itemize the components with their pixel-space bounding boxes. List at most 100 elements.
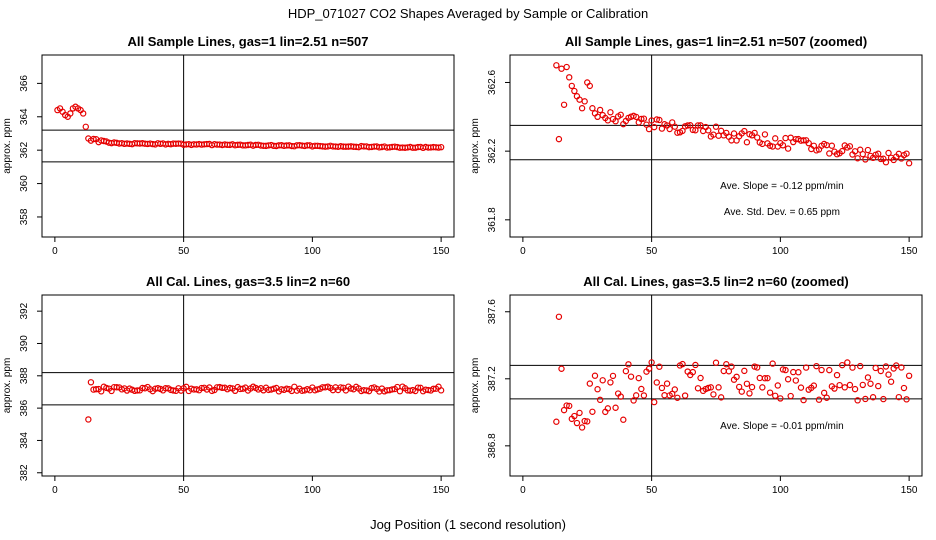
data-point	[134, 387, 141, 394]
data-point	[903, 396, 910, 403]
data-point	[756, 374, 763, 382]
data-point	[792, 377, 800, 384]
panel-annotation: Ave. Slope = -0.12 ppm/min	[720, 181, 844, 192]
panel-annotation: Ave. Slope = -0.01 ppm/min	[720, 421, 844, 432]
data-point	[170, 387, 177, 394]
data-point	[790, 368, 797, 376]
data-point	[679, 127, 686, 135]
panel-1: All Sample Lines, gas=1 lin=2.51 n=507 0 5…	[2, 34, 455, 257]
data-point	[389, 386, 396, 393]
data-point	[795, 369, 802, 376]
data-point	[560, 406, 568, 414]
chart-panels: All Sample Lines, gas=1 lin=2.51 n=507 0 5…	[2, 34, 923, 496]
data-point	[735, 383, 743, 391]
data-point	[759, 384, 766, 391]
data-point	[754, 134, 761, 141]
data-point	[586, 82, 594, 90]
data-point	[437, 387, 445, 394]
data-point	[705, 127, 712, 134]
data-point	[620, 416, 627, 423]
panel-title: All Sample Lines, gas=1 lin=2.51 n=507	[128, 34, 369, 49]
data-point	[589, 105, 596, 112]
data-point	[748, 383, 756, 391]
data-point	[903, 150, 910, 157]
data-point	[774, 382, 782, 389]
data-point	[846, 381, 854, 389]
data-point	[584, 418, 591, 425]
data-point	[684, 122, 691, 129]
y-tick-label: 362	[19, 141, 30, 158]
data-point	[743, 139, 751, 146]
data-point	[838, 361, 846, 369]
data-point	[720, 367, 727, 375]
data-point	[79, 110, 87, 117]
data-point	[754, 364, 761, 371]
plot-frame	[41, 54, 455, 238]
data-point	[586, 380, 594, 387]
data-point	[833, 371, 841, 379]
data-point	[674, 394, 681, 401]
data-point	[630, 397, 637, 404]
data-point	[396, 388, 404, 395]
data-point	[741, 127, 748, 135]
data-point	[661, 392, 668, 399]
data-point	[741, 367, 748, 375]
data-point	[568, 82, 576, 90]
data-point	[846, 143, 854, 150]
data-point	[797, 384, 805, 391]
x-tick-label: 100	[304, 485, 321, 496]
data-point	[766, 389, 774, 396]
data-point	[625, 361, 632, 368]
data-point	[640, 392, 648, 399]
data-point	[895, 393, 903, 401]
data-point	[694, 122, 702, 129]
data-point	[92, 385, 100, 393]
data-point	[813, 362, 820, 370]
data-point	[905, 372, 913, 380]
data-point	[864, 146, 872, 154]
data-point	[784, 145, 792, 152]
x-tick-label: 0	[520, 485, 526, 496]
data-point	[900, 384, 908, 392]
data-point	[609, 372, 617, 380]
data-point	[607, 379, 614, 386]
data-point	[113, 384, 120, 391]
data-point	[738, 388, 745, 395]
figure-x-axis-label: Jog Position (1 second resolution)	[370, 517, 566, 532]
data-point	[836, 381, 843, 389]
data-point	[875, 382, 882, 390]
data-point	[553, 62, 560, 69]
data-point	[854, 397, 861, 404]
panel-3: All Cal. Lines, gas=3.5 lin=2 n=60 0 50 100…	[2, 274, 455, 496]
data-point	[596, 396, 604, 404]
data-point	[87, 379, 95, 386]
data-point	[779, 142, 787, 149]
x-tick-label: 50	[178, 246, 190, 257]
data-point	[869, 394, 877, 401]
panel-4: All Cal. Lines, gas=3.5 lin=2 n=60 (zoom…	[470, 274, 923, 496]
y-axis-label: approx. ppm	[2, 358, 13, 414]
data-point	[823, 394, 830, 401]
data-point	[563, 63, 570, 71]
data-point	[761, 131, 769, 138]
data-point	[599, 377, 606, 384]
panel-title: All Cal. Lines, gas=3.5 lin=2 n=60	[146, 274, 350, 289]
data-point	[877, 367, 885, 375]
data-point	[581, 98, 588, 105]
data-point	[681, 392, 689, 399]
data-point	[725, 368, 733, 375]
data-point	[671, 123, 679, 130]
data-point	[828, 142, 836, 149]
data-point	[905, 160, 913, 167]
y-tick-label: 366	[19, 75, 30, 92]
data-point	[730, 130, 738, 137]
panel-annotation: Ave. Std. Dev. = 0.65 ppm	[724, 207, 840, 218]
data-point	[638, 115, 645, 123]
data-point	[563, 402, 570, 409]
panel-title: All Sample Lines, gas=1 lin=2.51 n=507 (…	[565, 34, 867, 49]
data-point	[612, 404, 619, 411]
data-point	[645, 365, 653, 372]
x-tick-label: 50	[646, 246, 658, 257]
data-point	[632, 392, 640, 399]
data-point	[802, 364, 810, 371]
